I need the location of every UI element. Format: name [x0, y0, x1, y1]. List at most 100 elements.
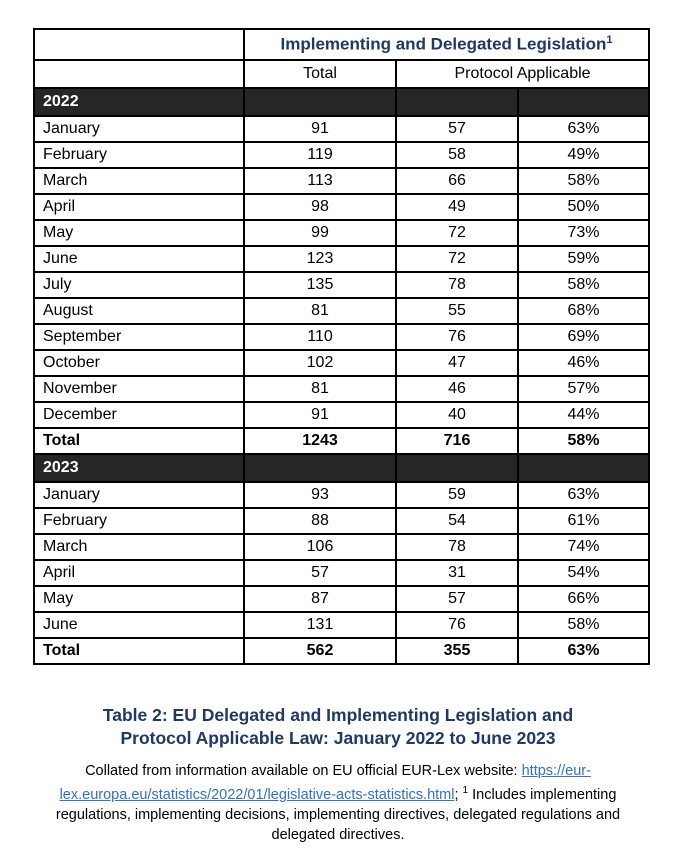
- month-row-2022-november: November 81 46 57%: [33, 375, 651, 403]
- month-row-2023-may: May 87 57 66%: [33, 585, 651, 613]
- table-title: Implementing and Delegated Legislation1: [242, 28, 651, 61]
- month-row-2022-july: July 135 78 58%: [33, 271, 651, 299]
- percent-value-cell: 73%: [516, 219, 651, 247]
- footnote: Collated from information available on E…: [38, 761, 638, 845]
- empty-band-cell: [395, 453, 519, 483]
- percent-value-cell: 59%: [516, 245, 651, 273]
- total-value-cell: 91: [243, 401, 397, 429]
- total-value-cell: 135: [243, 271, 397, 299]
- month-label-cell: April: [33, 193, 245, 221]
- percent-value-cell: 63%: [516, 637, 651, 665]
- total-label-cell: Total: [33, 637, 245, 665]
- protocol-value-cell: 58: [395, 141, 519, 169]
- protocol-value-cell: 355: [395, 637, 519, 665]
- month-label-cell: August: [33, 297, 245, 325]
- protocol-value-cell: 59: [395, 481, 519, 509]
- empty-band-cell: [516, 87, 651, 117]
- year-band-row-2022: 2022: [33, 87, 651, 117]
- total-value-cell: 91: [243, 115, 397, 143]
- month-label-cell: July: [33, 271, 245, 299]
- protocol-value-cell: 716: [395, 427, 519, 455]
- month-row-2022-june: June 123 72 59%: [33, 245, 651, 273]
- month-label-cell: November: [33, 375, 245, 403]
- footnote-marker: 1: [462, 785, 469, 796]
- protocol-value-cell: 76: [395, 611, 519, 639]
- table-title-text: Implementing and Delegated Legislation: [280, 35, 607, 55]
- caption-line-2: Protocol Applicable Law: January 2022 to…: [120, 728, 556, 748]
- total-value-cell: 81: [243, 297, 397, 325]
- percent-value-cell: 44%: [516, 401, 651, 429]
- month-label-cell: October: [33, 349, 245, 377]
- month-row-2023-march: March 106 78 74%: [33, 533, 651, 561]
- corner-cell: [33, 28, 245, 61]
- total-value-cell: 88: [243, 507, 397, 535]
- percent-value-cell: 63%: [516, 481, 651, 509]
- percent-value-cell: 49%: [516, 141, 651, 169]
- month-row-2022-february: February 119 58 49%: [33, 141, 651, 169]
- month-label-cell: April: [33, 559, 245, 587]
- month-row-2022-october: October 102 47 46%: [33, 349, 651, 377]
- month-row-2022-april: April 98 49 50%: [33, 193, 651, 221]
- total-value-cell: 123: [243, 245, 397, 273]
- protocol-value-cell: 72: [395, 245, 519, 273]
- month-row-2022-august: August 81 55 68%: [33, 297, 651, 325]
- protocol-value-cell: 49: [395, 193, 519, 221]
- corner-cell: [33, 59, 245, 89]
- month-row-2022-september: September 110 76 69%: [33, 323, 651, 351]
- empty-band-cell: [395, 87, 519, 117]
- total-value-cell: 102: [243, 349, 397, 377]
- footnote-suffix: Includes implementing regulations, imple…: [55, 786, 621, 843]
- column-header-total: Total: [243, 59, 397, 89]
- caption-line-1: Table 2: EU Delegated and Implementing L…: [102, 705, 574, 725]
- table-caption: Table 2: EU Delegated and Implementing L…: [0, 704, 676, 750]
- empty-band-cell: [243, 87, 397, 117]
- year-label: 2022: [33, 87, 245, 117]
- percent-value-cell: 50%: [516, 193, 651, 221]
- month-label-cell: January: [33, 115, 245, 143]
- total-row-2022: Total 1243 716 58%: [33, 427, 651, 455]
- total-value-cell: 81: [243, 375, 397, 403]
- month-label-cell: December: [33, 401, 245, 429]
- footnote-prefix: Collated from information available on E…: [85, 763, 522, 779]
- protocol-value-cell: 46: [395, 375, 519, 403]
- percent-value-cell: 46%: [516, 349, 651, 377]
- percent-value-cell: 58%: [516, 611, 651, 639]
- table-body: 2022 January 91 57 63% February 119 58 49% March 1…: [33, 87, 651, 665]
- month-label-cell: May: [33, 219, 245, 247]
- column-header-row: Total Protocol Applicable: [33, 59, 651, 89]
- total-value-cell: 113: [243, 167, 397, 195]
- protocol-value-cell: 31: [395, 559, 519, 587]
- protocol-value-cell: 66: [395, 167, 519, 195]
- protocol-value-cell: 40: [395, 401, 519, 429]
- percent-value-cell: 58%: [516, 167, 651, 195]
- month-row-2022-march: March 113 66 58%: [33, 167, 651, 195]
- total-value-cell: 99: [243, 219, 397, 247]
- total-value-cell: 562: [243, 637, 397, 665]
- year-band-row-2023: 2023: [33, 453, 651, 483]
- month-row-2023-february: February 88 54 61%: [33, 507, 651, 535]
- percent-value-cell: 58%: [516, 427, 651, 455]
- total-label-cell: Total: [33, 427, 245, 455]
- legislation-table: Implementing and Delegated Legislation1 …: [33, 28, 651, 665]
- empty-band-cell: [516, 453, 651, 483]
- eur-lex-link[interactable]: https://eur-lex.europa.eu/statistics/202…: [59, 763, 591, 803]
- total-value-cell: 119: [243, 141, 397, 169]
- footnote-separator: ;: [454, 786, 463, 803]
- protocol-value-cell: 72: [395, 219, 519, 247]
- empty-band-cell: [243, 453, 397, 483]
- percent-value-cell: 74%: [516, 533, 651, 561]
- title-footnote-marker: 1: [606, 34, 613, 47]
- protocol-value-cell: 78: [395, 533, 519, 561]
- month-label-cell: February: [33, 507, 245, 535]
- month-row-2023-april: April 57 31 54%: [33, 559, 651, 587]
- protocol-value-cell: 57: [395, 585, 519, 613]
- month-label-cell: February: [33, 141, 245, 169]
- percent-value-cell: 68%: [516, 297, 651, 325]
- month-row-2023-june: June 131 76 58%: [33, 611, 651, 639]
- percent-value-cell: 61%: [516, 507, 651, 535]
- protocol-value-cell: 54: [395, 507, 519, 535]
- total-value-cell: 98: [243, 193, 397, 221]
- total-value-cell: 1243: [243, 427, 397, 455]
- month-label-cell: March: [33, 167, 245, 195]
